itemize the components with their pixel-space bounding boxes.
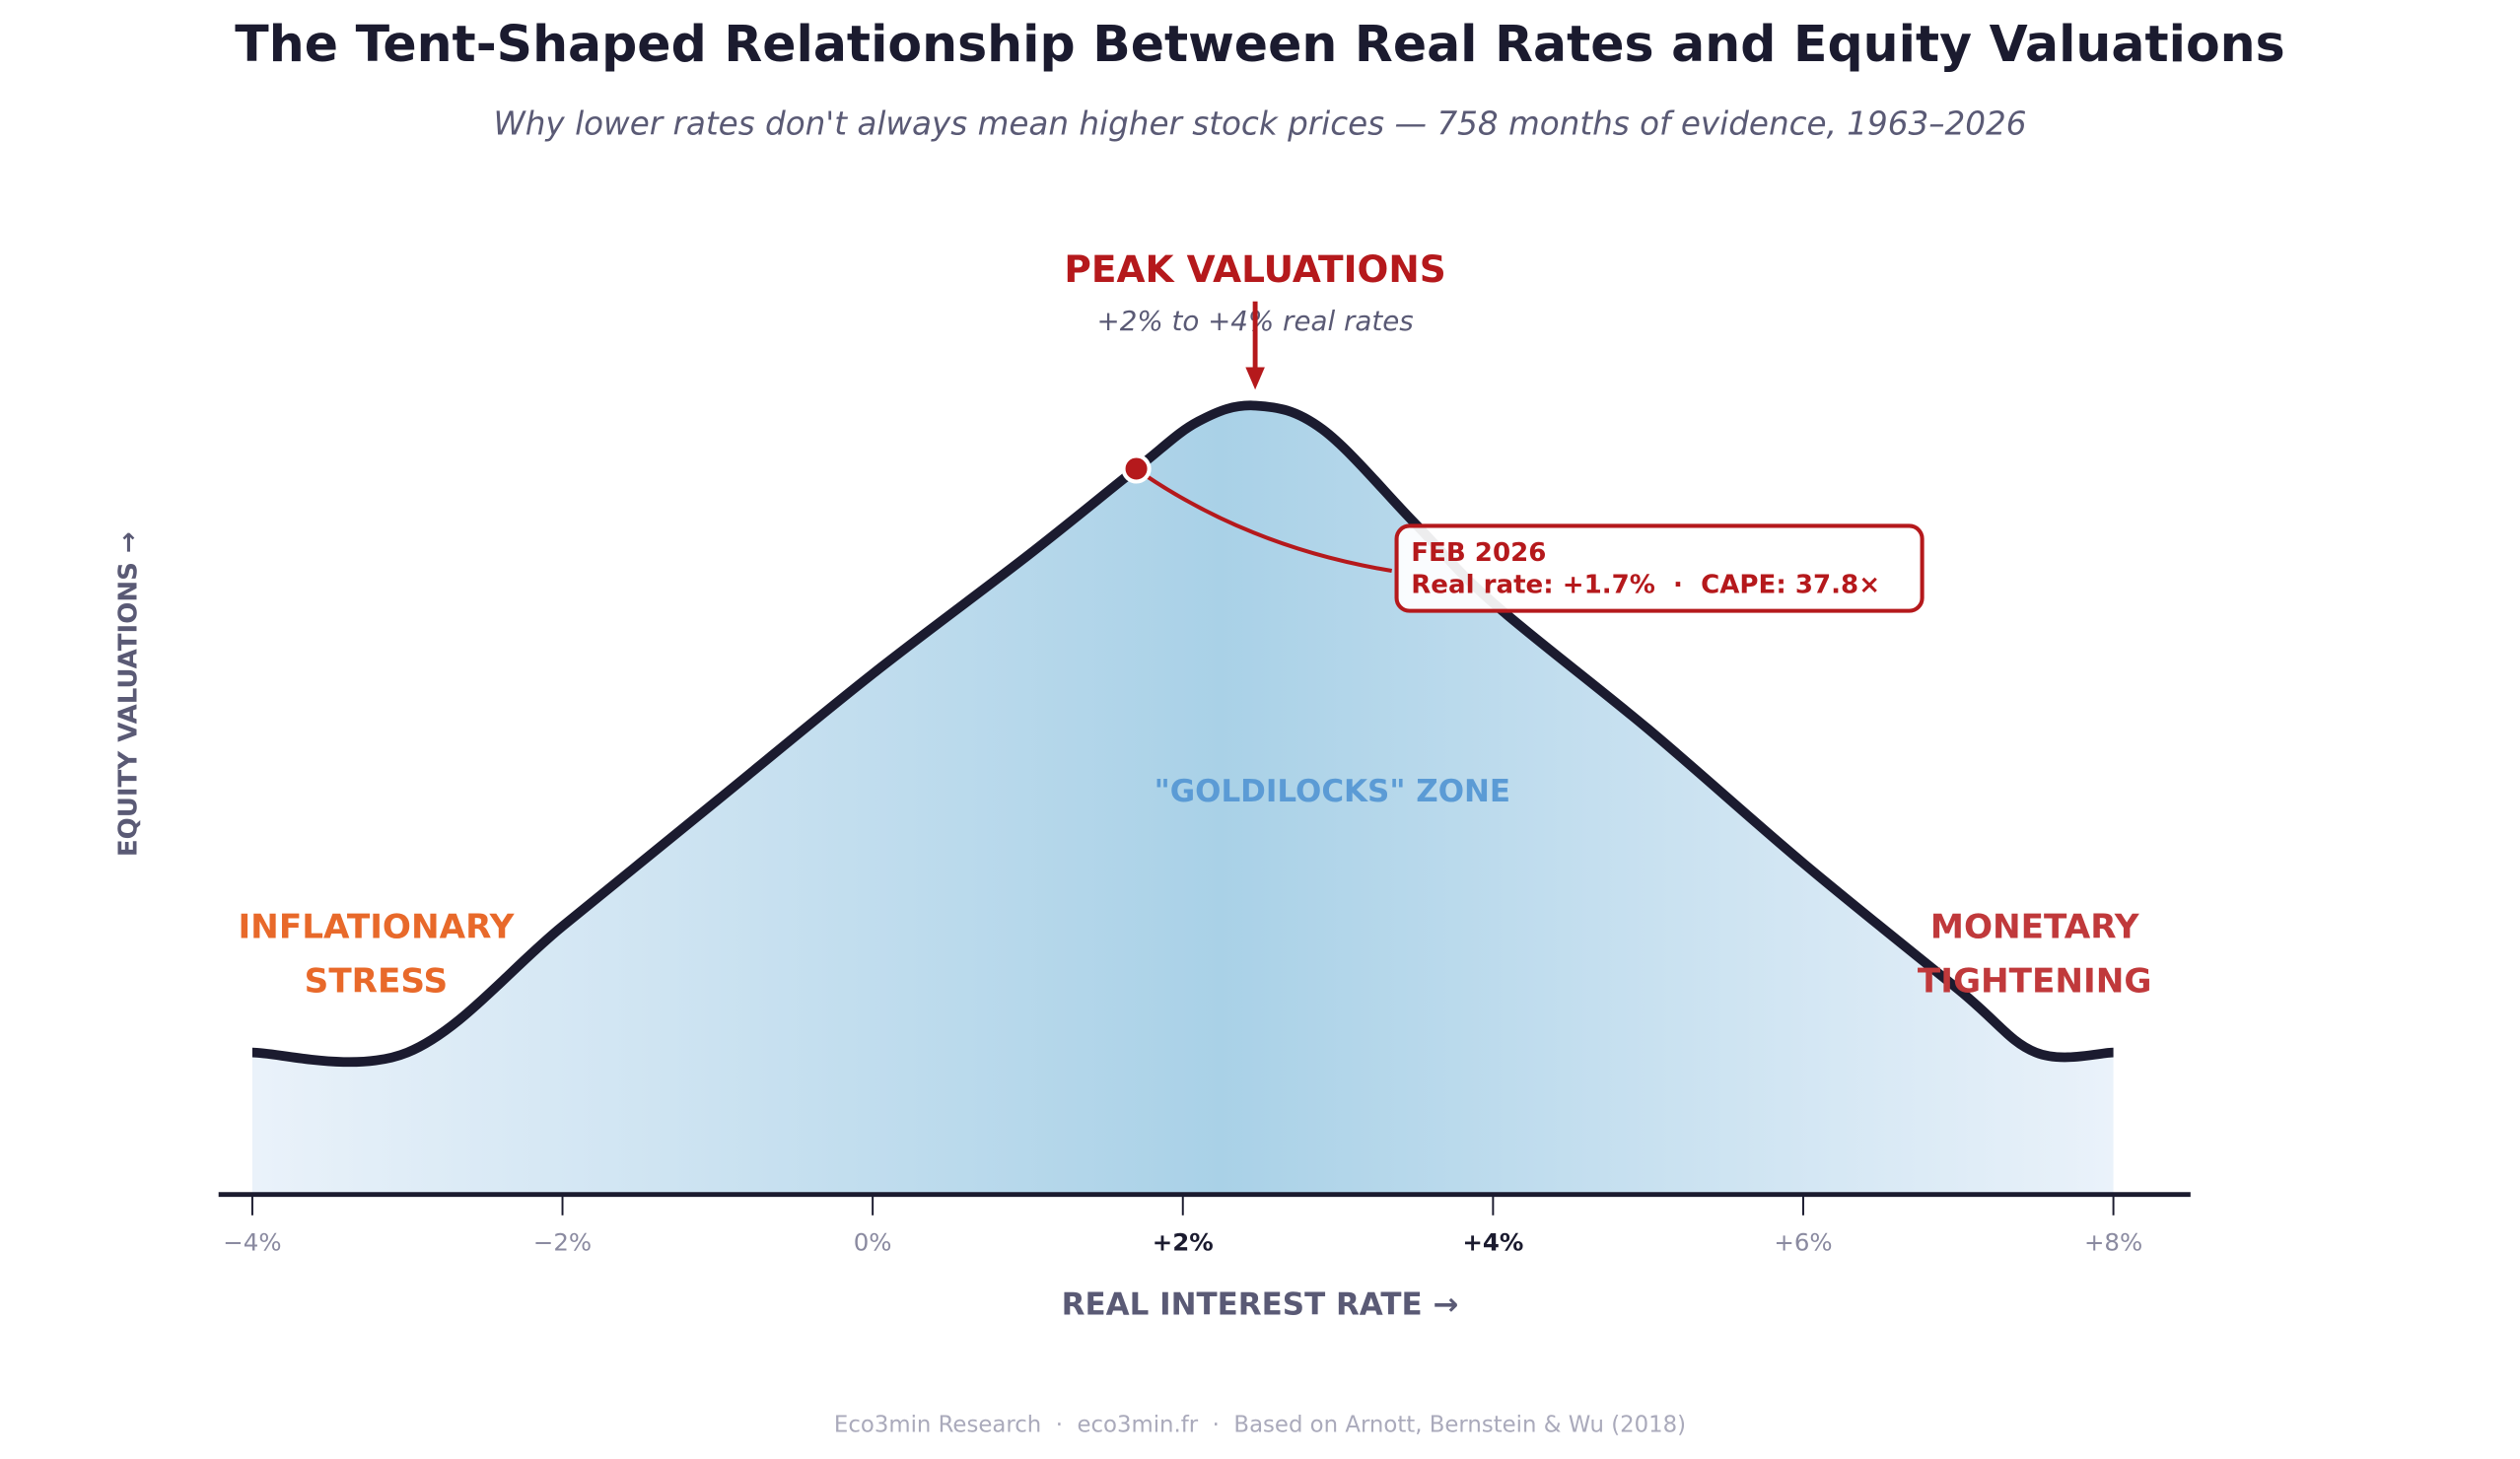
x-ticks: −4% −2% 0% +2% +4% +6% +8% [223, 1196, 2142, 1257]
chart-subtitle: Why lower rates don't always mean higher… [494, 105, 2027, 143]
x-tick-label: +6% [1774, 1228, 1832, 1257]
x-tick-label: +2% [1153, 1228, 1214, 1257]
y-axis-label: EQUITY VALUATIONS → [114, 531, 144, 857]
x-axis-label: REAL INTEREST RATE → [1062, 1287, 1459, 1323]
footer-credit: Eco3min Research · eco3min.fr · Based on… [834, 1412, 1686, 1437]
x-tick-label: +8% [2084, 1228, 2142, 1257]
callout-box [1394, 523, 1925, 613]
area-fill [251, 405, 2114, 1195]
monetary-label-1: MONETARY [1930, 907, 2140, 946]
callout-line-2: Real rate: +1.7% · CAPE: 37.8× [1411, 571, 1880, 600]
goldilocks-label: "GOLDILOCKS" ZONE [1155, 774, 1510, 809]
x-tick-label: 0% [854, 1228, 892, 1257]
callout-line-1: FEB 2026 [1411, 538, 1546, 568]
inflation-label-2: STRESS [305, 962, 449, 1002]
x-tick-label: +4% [1462, 1228, 1523, 1257]
peak-title: PEAK VALUATIONS [1064, 247, 1445, 291]
x-tick-label: −2% [533, 1228, 592, 1257]
callout-arrow [1143, 472, 1392, 573]
tent-curve [251, 400, 2114, 1068]
monetary-label-2: TIGHTENING [1918, 962, 2152, 1002]
inflation-label-1: INFLATIONARY [238, 907, 515, 946]
feb-2026-point [1121, 453, 1152, 484]
peak-arrow-head [1245, 367, 1265, 390]
chart-title: The Tent-Shaped Relationship Between Rea… [235, 15, 2284, 73]
x-tick-label: −4% [223, 1228, 281, 1257]
